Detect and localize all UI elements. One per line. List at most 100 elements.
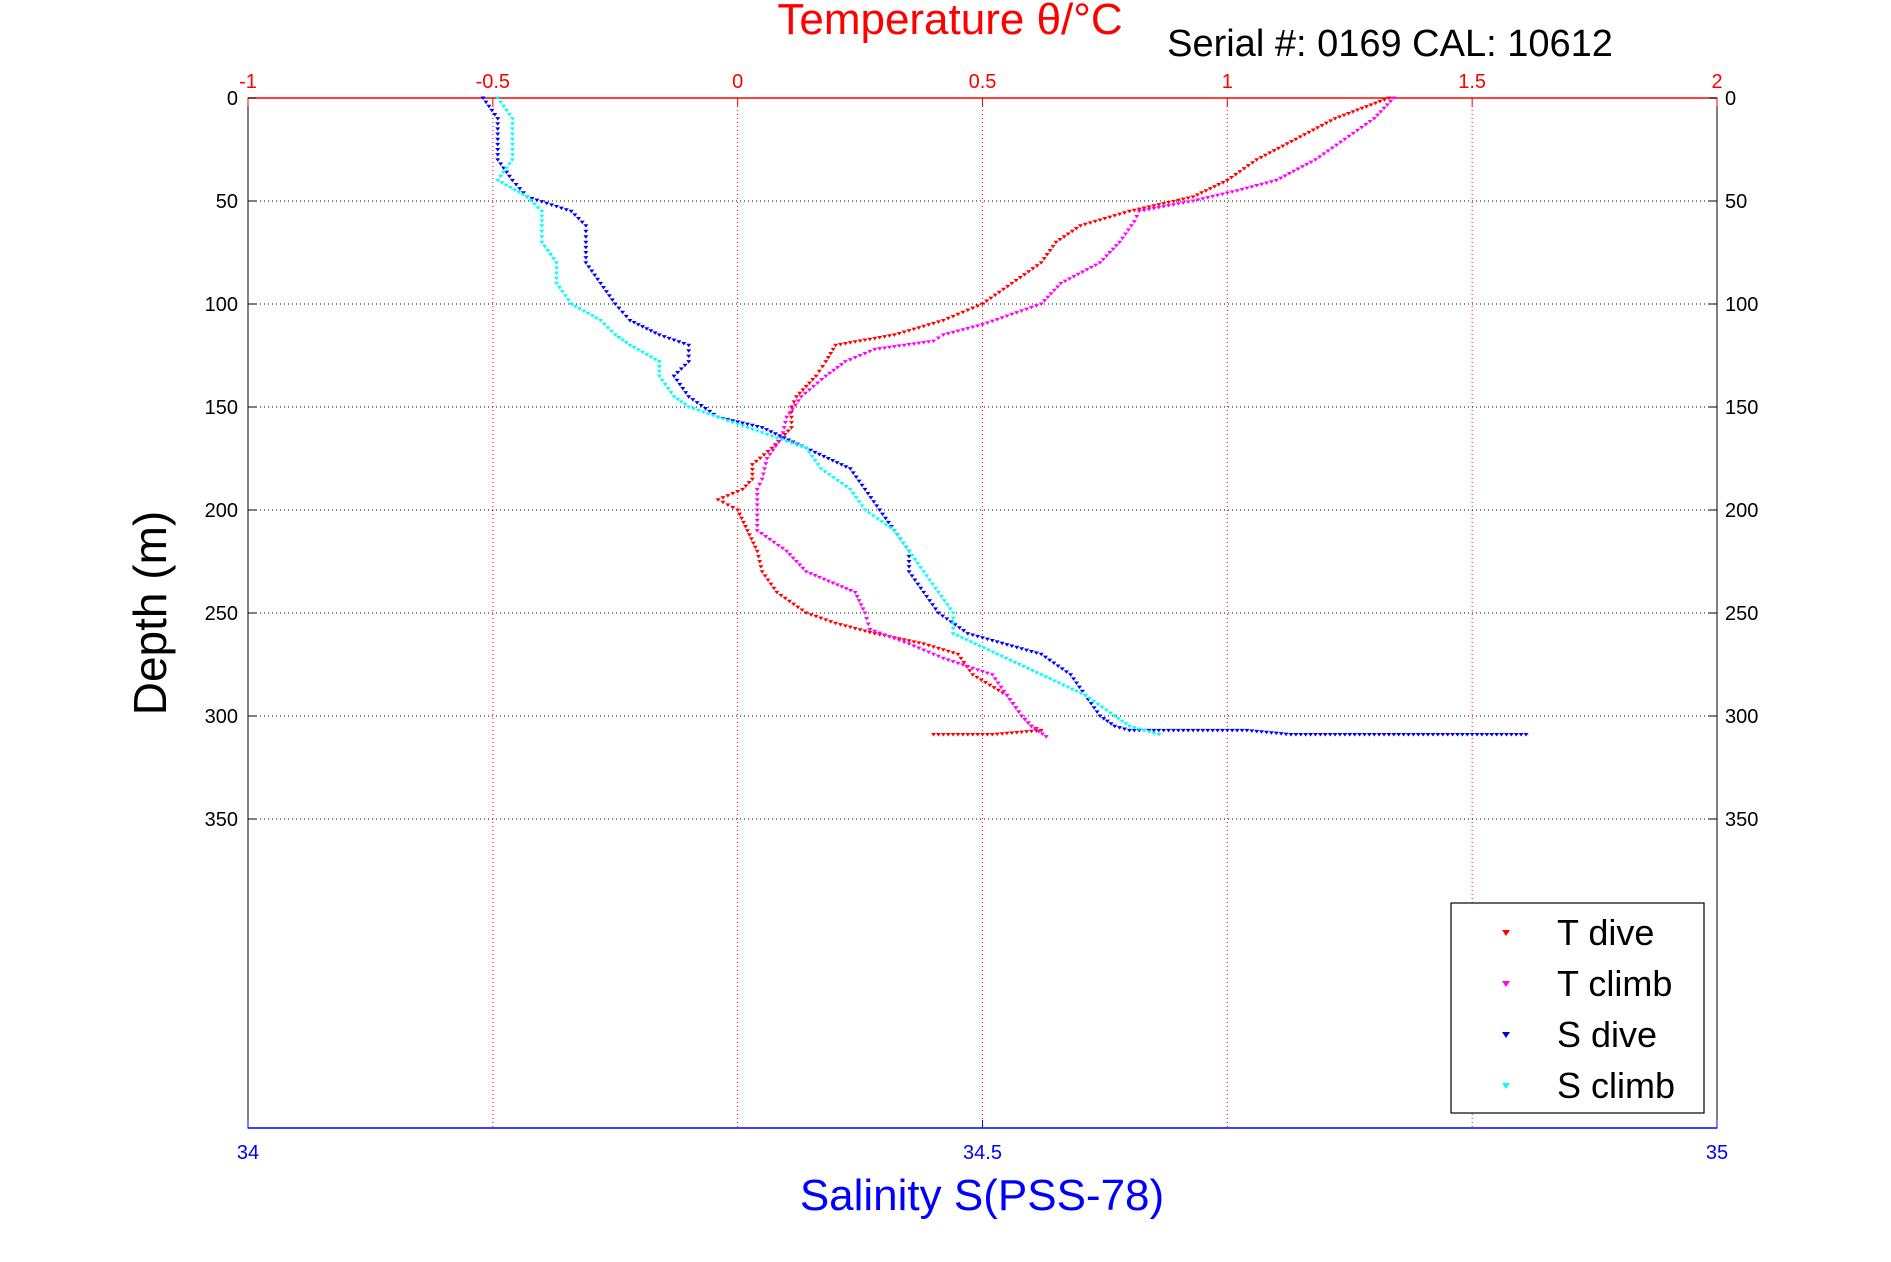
data-point <box>868 496 874 500</box>
data-point <box>882 633 888 637</box>
data-point <box>583 245 589 250</box>
data-point <box>1338 140 1344 145</box>
data-point <box>1071 677 1077 681</box>
data-point <box>955 652 961 657</box>
data-point <box>1136 209 1142 214</box>
data-point <box>495 153 501 157</box>
data-point <box>938 595 944 599</box>
data-point <box>822 470 828 474</box>
data-point <box>926 643 932 648</box>
data-point <box>826 473 832 477</box>
data-point <box>856 500 862 504</box>
data-point <box>852 590 858 595</box>
data-point <box>1107 251 1113 255</box>
data-point <box>1180 197 1186 202</box>
data-point <box>583 256 589 260</box>
data-point <box>1391 96 1397 100</box>
data-point <box>955 733 961 737</box>
data-point <box>1033 651 1039 655</box>
data-point <box>495 117 501 121</box>
data-point <box>803 384 809 389</box>
data-point <box>764 457 770 461</box>
data-point <box>1025 667 1031 671</box>
data-point <box>815 381 821 385</box>
data-point <box>1047 658 1053 663</box>
data-point <box>1073 226 1079 231</box>
data-point <box>1355 108 1361 113</box>
data-point <box>891 636 897 641</box>
data-point <box>568 302 574 306</box>
data-point <box>901 343 907 348</box>
data-point <box>1097 218 1103 222</box>
data-point <box>682 402 688 407</box>
data-point <box>749 472 755 477</box>
data-point <box>1063 670 1069 674</box>
data-point <box>1131 728 1137 733</box>
data-point <box>848 589 854 593</box>
data-point <box>539 219 545 223</box>
data-point <box>909 574 915 578</box>
data-point <box>1381 106 1387 111</box>
data-point <box>486 104 492 109</box>
data-point <box>656 360 662 364</box>
data-point <box>1264 181 1270 185</box>
data-point <box>828 620 834 624</box>
data-point <box>1346 111 1352 116</box>
data-point <box>833 621 839 626</box>
data-point <box>1350 131 1356 136</box>
data-point <box>562 294 568 298</box>
tick-label-depth-right: 0 <box>1725 88 1736 110</box>
data-point <box>854 595 860 599</box>
legend-box <box>1450 902 1705 1114</box>
data-point <box>960 733 966 737</box>
data-point <box>1039 732 1045 737</box>
data-point <box>770 448 776 453</box>
data-point <box>520 191 526 195</box>
data-point <box>775 543 781 548</box>
tick-label-depth-right: 250 <box>1725 603 1758 625</box>
data-point <box>1445 733 1451 737</box>
data-point <box>1007 658 1013 663</box>
data-point <box>862 338 868 343</box>
data-point <box>1091 706 1097 710</box>
data-point <box>1136 727 1142 732</box>
data-point <box>1141 206 1147 210</box>
data-point <box>551 257 557 261</box>
grid-lines <box>248 98 1717 1128</box>
data-point <box>1019 647 1025 651</box>
data-point <box>803 446 809 451</box>
data-point <box>1028 729 1034 734</box>
data-point <box>916 646 922 651</box>
data-point <box>1069 229 1075 234</box>
data-point <box>1016 710 1022 714</box>
data-point <box>1042 655 1048 660</box>
data-point <box>944 617 950 621</box>
series-t-climb <box>754 96 1397 739</box>
data-point <box>921 648 927 653</box>
data-point <box>1293 137 1299 142</box>
data-point <box>1308 160 1314 165</box>
data-point <box>1233 173 1239 177</box>
data-point <box>926 340 932 344</box>
data-point <box>1352 733 1358 737</box>
data-point <box>852 626 858 631</box>
data-point <box>509 153 515 157</box>
data-point <box>1381 733 1387 737</box>
data-point <box>612 333 618 337</box>
data-point <box>1254 158 1260 162</box>
data-point <box>1267 151 1273 155</box>
data-point <box>990 650 996 655</box>
data-point <box>862 351 868 356</box>
data-point <box>945 316 951 321</box>
tick-label-temperature: 1.5 <box>1458 71 1486 93</box>
data-point <box>1180 201 1186 205</box>
data-point <box>1361 733 1367 737</box>
data-point <box>984 637 990 642</box>
data-point <box>950 330 956 335</box>
data-point <box>1061 235 1067 239</box>
data-point <box>779 438 785 442</box>
data-point <box>825 579 831 584</box>
data-point <box>744 422 750 427</box>
data-point <box>998 685 1004 690</box>
data-point <box>1391 733 1397 737</box>
